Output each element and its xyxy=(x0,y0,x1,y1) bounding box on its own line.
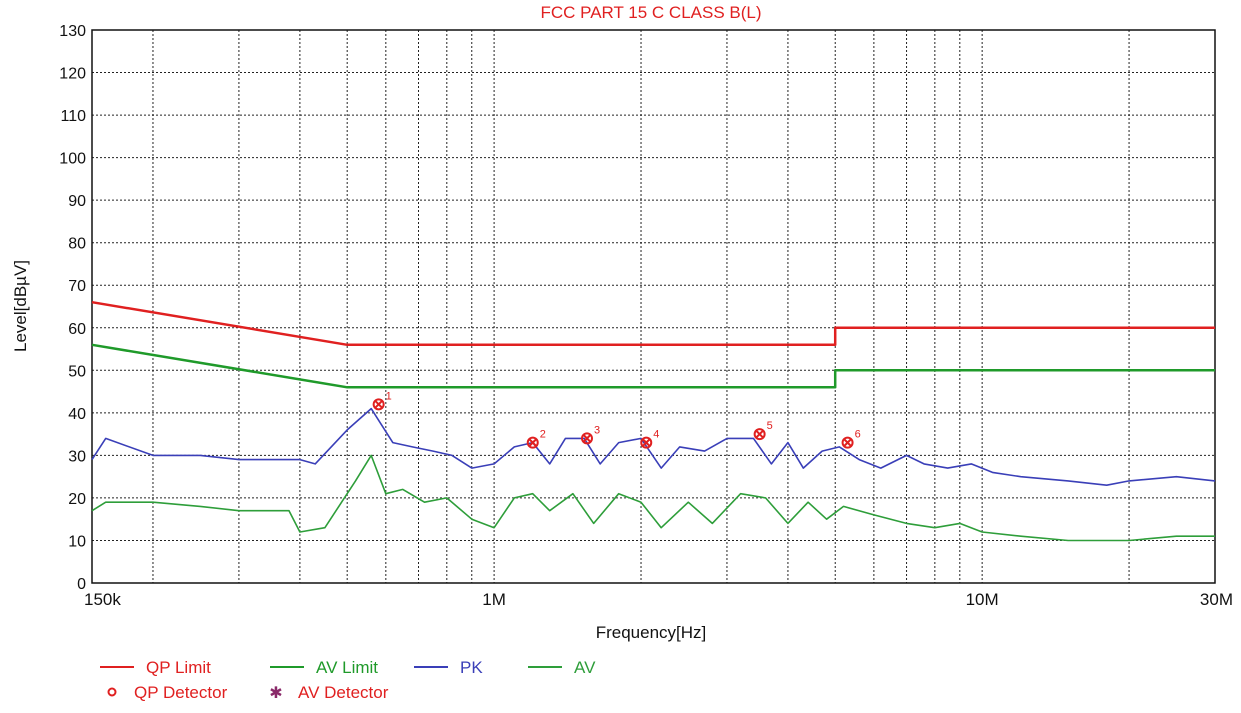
y-tick-label: 80 xyxy=(68,236,86,253)
legend-item: AV Limit xyxy=(270,658,378,677)
legend-label: AV Detector xyxy=(298,683,389,702)
legend-item: AV xyxy=(528,658,596,677)
legend-detector: QP Detector xyxy=(107,683,228,702)
legend-item: PK xyxy=(414,658,483,677)
legend-item: QP Limit xyxy=(100,658,211,677)
axes: 0 10 20 30 40 50 60 70 80 90 100 110 120 130 150k 1M 10M… xyxy=(59,23,1233,609)
legend-label: QP Limit xyxy=(146,658,211,677)
peak-marker-label: 2 xyxy=(540,429,546,441)
x-tick-label: 1M xyxy=(482,590,506,609)
x-tick-label: 30M xyxy=(1200,590,1233,609)
y-tick-label: 30 xyxy=(68,448,86,465)
qp-detector-icon xyxy=(107,687,117,697)
legend-label: AV Limit xyxy=(316,658,378,677)
y-tick-label: 0 xyxy=(77,576,86,593)
y-tick-label: 70 xyxy=(68,278,86,295)
series-qp-limit xyxy=(91,300,1215,347)
peak-marker: 4 xyxy=(640,429,659,449)
y-tick-label: 20 xyxy=(68,491,86,508)
series-av xyxy=(91,454,1215,542)
y-tick-label: 130 xyxy=(59,23,86,40)
legend-label: AV xyxy=(574,658,596,677)
y-axis-label: Level[dBµV] xyxy=(11,260,30,352)
peak-marker: 5 xyxy=(753,420,773,441)
peak-marker: 6 xyxy=(841,429,861,449)
peak-marker-label: 4 xyxy=(653,429,659,441)
grid xyxy=(92,29,1215,584)
legend-detector: ✱ AV Detector xyxy=(269,683,388,702)
plot-frame xyxy=(91,29,1216,584)
av-detector-icon: ✱ xyxy=(269,685,282,702)
y-tick-label: 50 xyxy=(68,363,86,380)
chart-title: FCC PART 15 C CLASS B(L) xyxy=(540,3,761,22)
legend-label: QP Detector xyxy=(134,683,228,702)
legend-label: PK xyxy=(460,658,483,677)
peak-marker: 2 xyxy=(526,429,546,449)
peak-marker: 1 xyxy=(372,390,392,411)
series xyxy=(91,300,1216,542)
y-tick-label: 60 xyxy=(68,321,86,338)
y-tick-label: 90 xyxy=(68,193,86,210)
x-tick-label: 150k xyxy=(84,590,121,609)
y-tick-label: 120 xyxy=(59,66,86,83)
x-axis-label: Frequency[Hz] xyxy=(596,623,707,642)
series-av-limit xyxy=(91,343,1215,389)
x-tick-label: 10M xyxy=(966,590,999,609)
peak-marker-label: 5 xyxy=(767,420,773,432)
y-tick-label: 100 xyxy=(59,151,86,168)
y-tick-label: 110 xyxy=(60,108,86,125)
peak-marker-label: 6 xyxy=(855,429,861,441)
y-tick-label: 40 xyxy=(68,406,86,423)
peak-marker: 3 xyxy=(580,424,600,445)
y-tick-label: 10 xyxy=(68,533,86,550)
peak-markers: 1 2 3 4 5 6 xyxy=(372,390,861,449)
legend: QP Limit AV Limit PK AV QP Detector ✱ AV Detec… xyxy=(100,658,596,702)
peak-marker-label: 3 xyxy=(594,424,600,436)
series-pk xyxy=(91,407,1216,487)
peak-marker-label: 1 xyxy=(386,390,392,402)
